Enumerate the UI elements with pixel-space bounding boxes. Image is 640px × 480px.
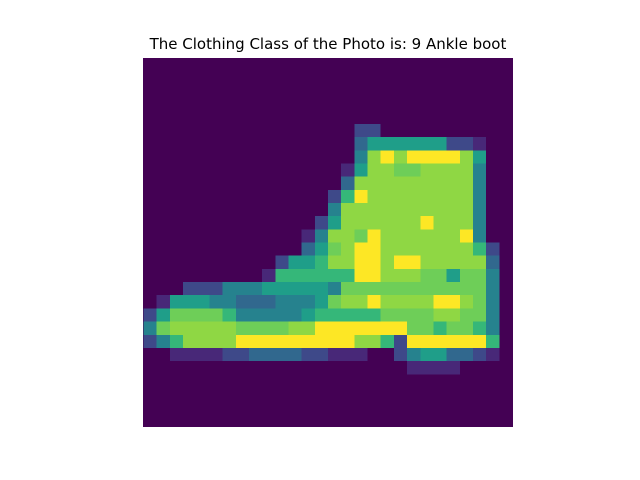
ankle-boot-image	[143, 58, 513, 427]
image-panel	[143, 58, 513, 427]
figure-title: The Clothing Class of the Photo is: 9 An…	[149, 35, 507, 53]
